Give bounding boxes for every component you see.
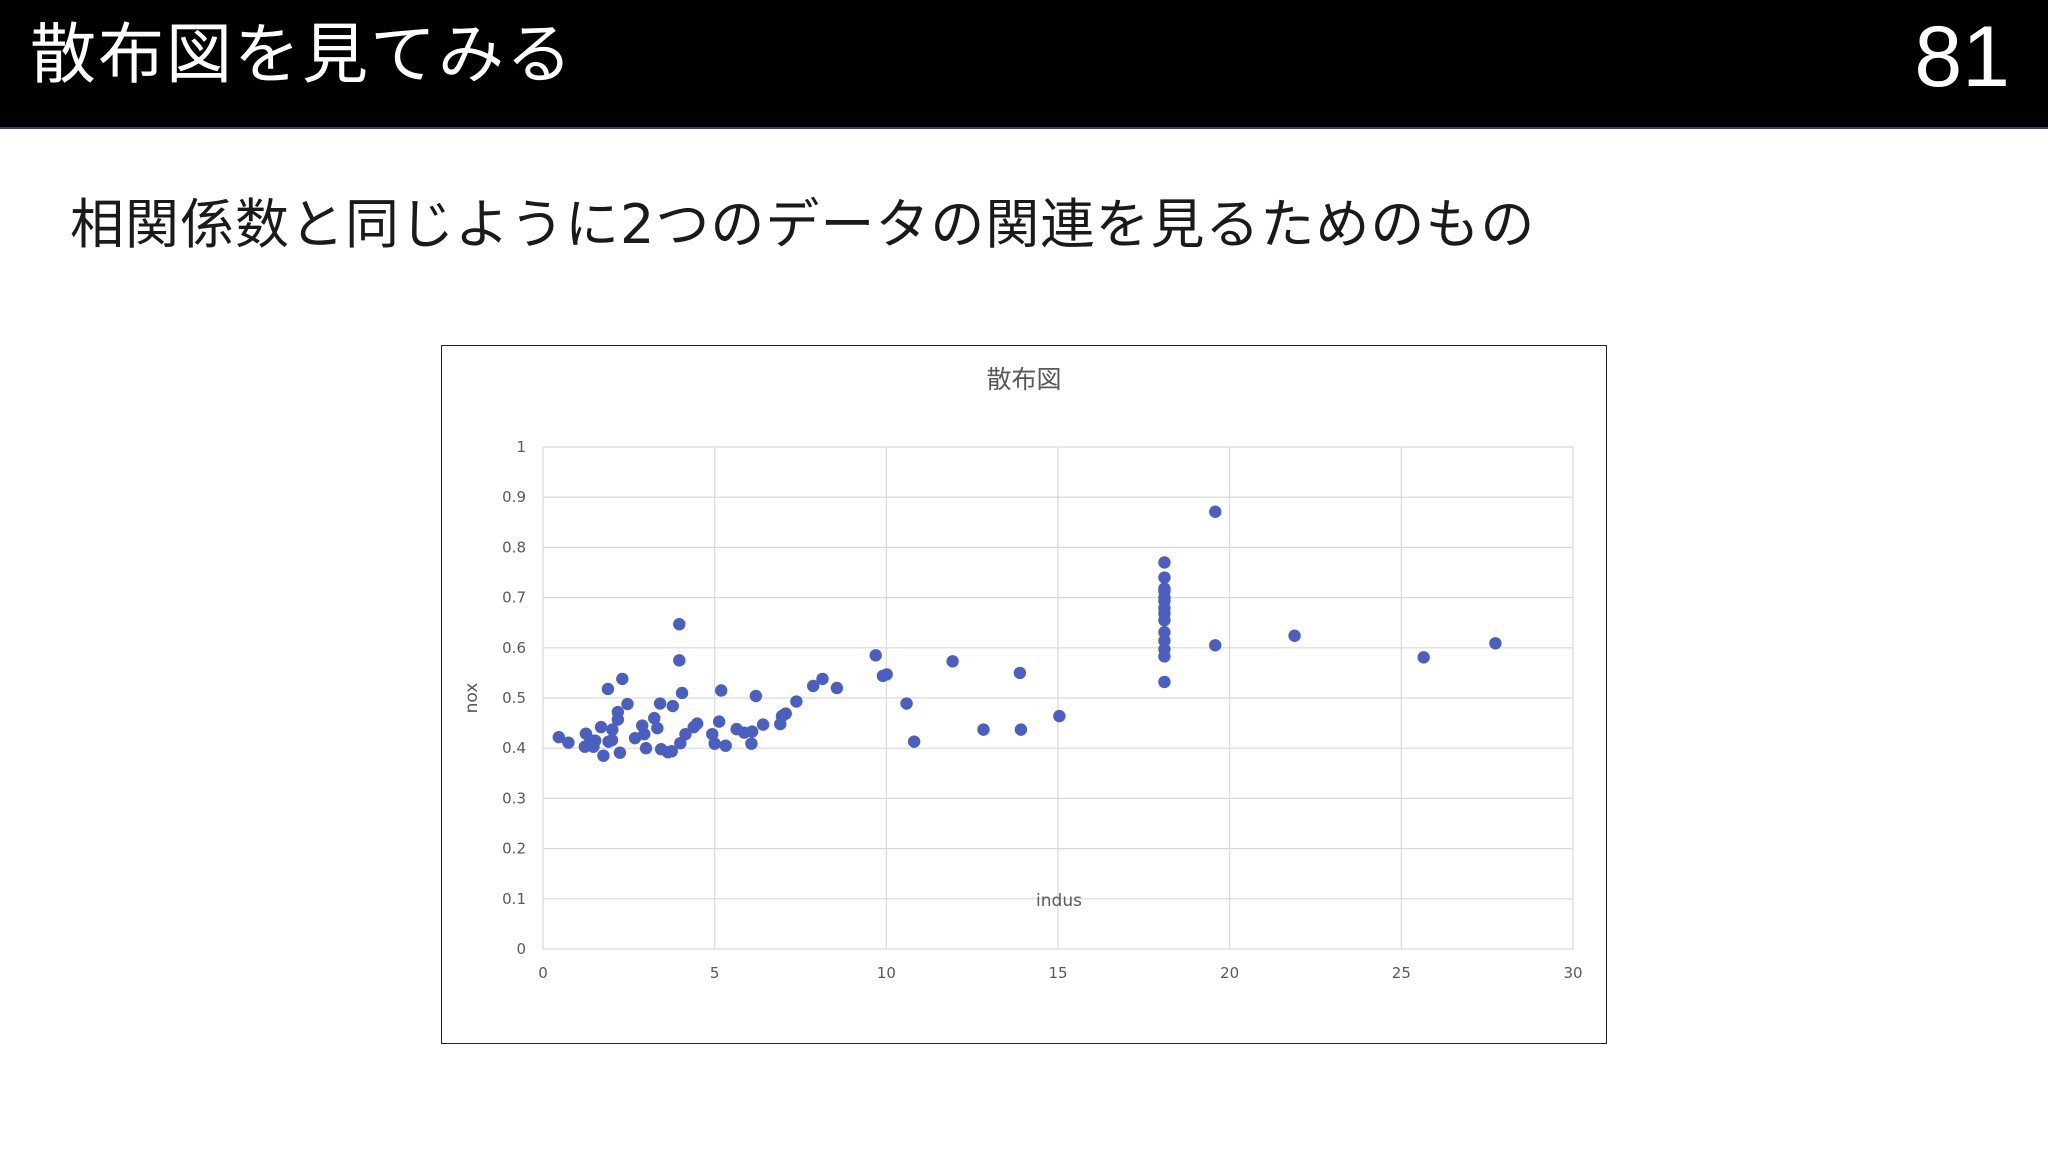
scatter-point: [807, 679, 820, 693]
scatter-point: [588, 734, 602, 747]
scatter-point: [869, 649, 882, 662]
scatter-point: [719, 739, 732, 752]
page-number: 81: [1914, 9, 2010, 105]
scatter-point: [749, 689, 763, 703]
y-tick-label: 0.2: [502, 840, 526, 858]
scatter-point: [1158, 582, 1171, 595]
scatter-point: [601, 682, 615, 696]
scatter-point: [977, 723, 990, 736]
scatter-point: [673, 654, 686, 667]
y-tick-label: 0.3: [502, 789, 526, 807]
scatter-point: [830, 681, 844, 695]
y-tick-label: 0.4: [502, 739, 526, 757]
scatter-point: [562, 736, 575, 749]
y-axis-label: nox: [462, 683, 482, 714]
scatter-point: [621, 697, 634, 711]
scatter-point: [673, 618, 686, 631]
scatter-point: [1417, 651, 1430, 664]
scatter-point: [712, 715, 726, 728]
scatter-point: [638, 727, 651, 741]
y-tick-label: 0.6: [502, 639, 526, 657]
scatter-point: [665, 745, 678, 758]
scatter-point: [790, 695, 803, 708]
tick-labels: 00.10.20.30.40.50.60.70.80.910 5 10 15 20 25 3…: [502, 438, 1582, 982]
scatter-point: [639, 742, 653, 755]
y-tick-label: 0.7: [502, 589, 526, 607]
scatter-point: [1014, 723, 1028, 736]
scatter-point: [613, 746, 627, 759]
scatter-point: [1209, 505, 1222, 518]
x-tick-label: 10: [877, 964, 896, 982]
scatter-point: [1158, 626, 1171, 639]
scatter-point: [708, 737, 721, 750]
y-tick-label: 1: [516, 438, 526, 456]
scatter-point: [594, 720, 608, 734]
scatter-point: [1158, 571, 1171, 584]
chart-title: 散布図: [986, 365, 1061, 394]
scatter-point: [611, 713, 625, 726]
scatter-point: [745, 725, 759, 738]
scatter-point: [1158, 634, 1171, 647]
data-points: [552, 505, 1502, 762]
scatter-point: [1013, 666, 1027, 680]
x-tick-label: 30: [1563, 964, 1582, 982]
scatter-point: [679, 727, 692, 741]
scatter-point: [1288, 629, 1301, 642]
chart-frame: 散布図 0 0.1 0.2 0.3 0.4 0.5 0.6 0.7 0.8 0.9 1 0 5 10 15 2…: [441, 345, 1607, 1044]
slide-title: 散布図を見てみる: [30, 16, 574, 93]
scatter-point: [597, 749, 610, 762]
slide-header: 散布図を見てみる 81: [0, 0, 2048, 129]
x-tick-label: 5: [710, 964, 720, 982]
scatter-point: [714, 684, 728, 697]
scatter-point: [606, 723, 619, 736]
x-tick-label: 25: [1392, 964, 1411, 982]
x-tick-label: 0: [538, 964, 548, 982]
scatter-point: [745, 737, 758, 750]
x-tick-label: 20: [1220, 964, 1239, 982]
scatter-point: [907, 735, 921, 748]
scatter-point: [900, 697, 913, 710]
scatter-point: [605, 733, 619, 747]
scatter-point: [1053, 709, 1066, 723]
scatter-point: [1489, 637, 1502, 650]
scatter-point: [946, 655, 959, 668]
scatter-point: [648, 711, 661, 725]
x-tick-label: 15: [1048, 964, 1067, 982]
scatter-point: [690, 717, 704, 730]
scatter-point: [653, 697, 667, 710]
scatter-point: [1209, 639, 1222, 652]
scatter-point: [628, 731, 642, 745]
y-tick-label: 0.9: [502, 488, 526, 506]
y-tick-label: 0: [516, 940, 526, 958]
y-tick-label: 0.5: [502, 689, 526, 707]
grid-layer: [542, 446, 1574, 950]
scatter-point: [666, 699, 679, 713]
scatter-point: [616, 672, 629, 686]
x-axis-label: indus: [1036, 891, 1082, 911]
scatter-point: [1158, 556, 1171, 569]
scatter-point: [651, 721, 664, 735]
scatter-chart: 散布図 00.10.20.30.40.50.60.70.80.910 5 10 15 2…: [462, 365, 1583, 982]
y-tick-label: 0.1: [502, 890, 526, 908]
scatter-point: [816, 672, 829, 686]
scatter-point: [1158, 675, 1171, 689]
slide-subtitle: 相関係数と同じように2つのデータの関連を見るためのもの: [70, 193, 1536, 256]
scatter-point: [552, 730, 565, 744]
scatter-point: [880, 668, 893, 681]
scatter-point: [1158, 643, 1171, 656]
scatter-point: [674, 736, 687, 750]
scatter-point: [706, 727, 719, 741]
scatter-point: [756, 718, 770, 731]
scatter-point: [675, 686, 689, 700]
y-tick-label: 0.8: [502, 538, 526, 556]
scatter-point: [779, 707, 792, 720]
